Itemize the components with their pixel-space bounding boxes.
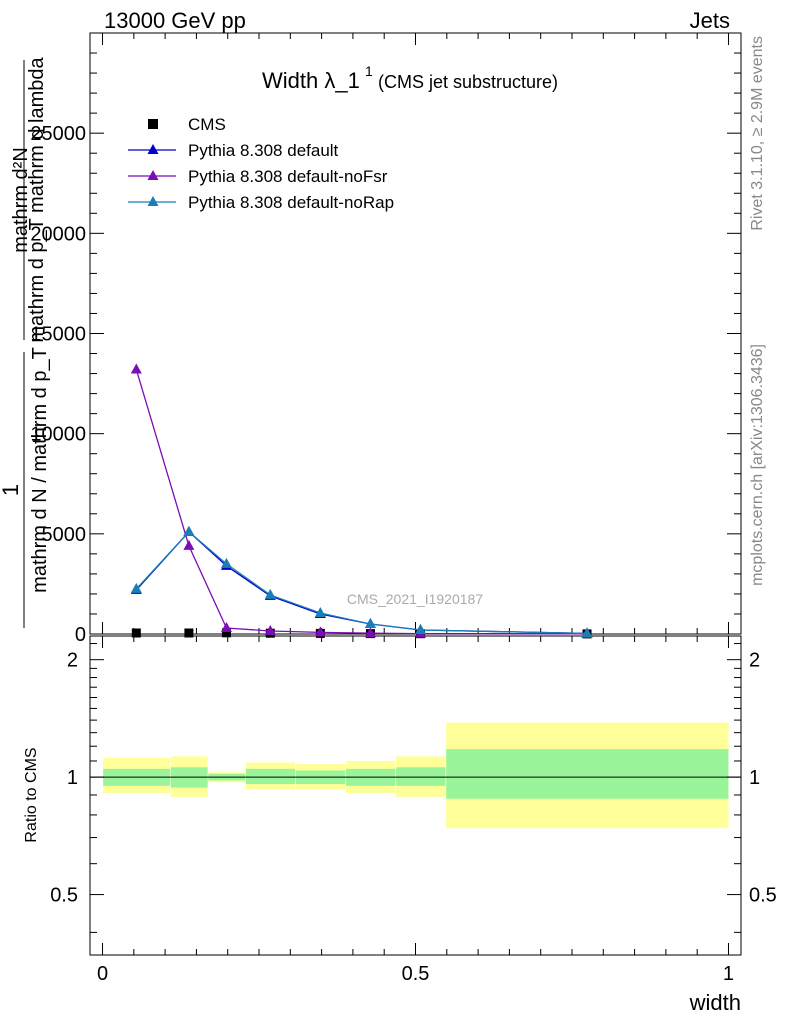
cms-point xyxy=(131,628,141,638)
x-tick-label: 0 xyxy=(97,963,108,985)
y-tick-label: 10000 xyxy=(30,424,86,446)
series-marker xyxy=(364,617,376,628)
series-marker xyxy=(314,626,326,637)
series-marker xyxy=(183,539,195,550)
series-marker xyxy=(264,624,276,635)
header-jets: Jets xyxy=(690,8,730,33)
ratio-band-green xyxy=(396,767,446,786)
legend-marker xyxy=(147,144,159,154)
series-marker xyxy=(183,525,195,536)
legend-label: Pythia 8.308 default xyxy=(188,141,339,160)
series-line xyxy=(135,530,588,635)
cms-point xyxy=(221,628,231,638)
legend-label: Pythia 8.308 default-noFsr xyxy=(188,167,388,186)
y-tick-label: 15000 xyxy=(30,324,86,346)
rivet-label: Rivet 3.1.10, ≥ 2.9M events xyxy=(749,36,766,231)
mcplots-label: mcplots.cern.ch [arXiv:1306.3436] xyxy=(749,344,766,586)
ratio-tick-label: 1 xyxy=(67,767,78,789)
legend-marker-cms xyxy=(148,119,158,129)
ratio-tick-label-right: 1 xyxy=(749,767,760,789)
ratio-y-label: Ratio to CMS xyxy=(23,747,40,842)
series-marker xyxy=(364,627,376,638)
series-marker xyxy=(130,582,142,593)
y-tick-label: 5000 xyxy=(42,524,87,546)
plot-title-subtitle: (CMS jet substructure) xyxy=(378,72,558,92)
series-marker xyxy=(314,606,326,617)
watermark: CMS_2021_I1920187 xyxy=(347,591,483,607)
legend-marker xyxy=(147,196,159,206)
y-tick-label: 20000 xyxy=(30,223,86,245)
ylabel-d2N: mathrm d²N xyxy=(10,147,32,253)
ylabel-one: 1 xyxy=(0,484,23,496)
plot-title: Width λ_1 xyxy=(262,68,360,93)
series-marker xyxy=(220,557,232,568)
x-axis-label: width xyxy=(689,990,741,1015)
series-marker xyxy=(415,623,427,634)
series-marker xyxy=(220,621,232,632)
ratio-tick-label: 0.5 xyxy=(50,885,78,907)
series-marker xyxy=(581,627,593,638)
y-tick-label: 0 xyxy=(75,624,86,646)
series-line xyxy=(135,530,588,635)
header-energy: 13000 GeV pp xyxy=(104,8,246,33)
ratio-tick-label: 2 xyxy=(67,650,78,672)
plot-title-superscript: 1 xyxy=(365,63,373,79)
x-tick-label: 0.5 xyxy=(402,963,430,985)
ylabel-dpT-dlambda: mathrm d p_T mathrm d lambda xyxy=(26,56,48,342)
legend-label: Pythia 8.308 default-noRap xyxy=(188,193,394,212)
ratio-band-green xyxy=(446,749,729,799)
y-tick-label: 25000 xyxy=(30,123,86,145)
ratio-tick-label-right: 0.5 xyxy=(749,885,777,907)
cms-point xyxy=(184,628,194,638)
series-line xyxy=(135,369,588,635)
series-marker xyxy=(264,588,276,599)
ylabel-dN-dpT: mathrm d N / mathrm d p_T xyxy=(29,347,51,593)
legend-marker xyxy=(147,170,159,180)
ratio-band-green xyxy=(245,768,296,785)
ratio-tick-label-right: 2 xyxy=(749,650,760,672)
x-tick-label: 1 xyxy=(723,963,734,985)
series-marker xyxy=(130,363,142,374)
legend-label: CMS xyxy=(188,115,226,134)
